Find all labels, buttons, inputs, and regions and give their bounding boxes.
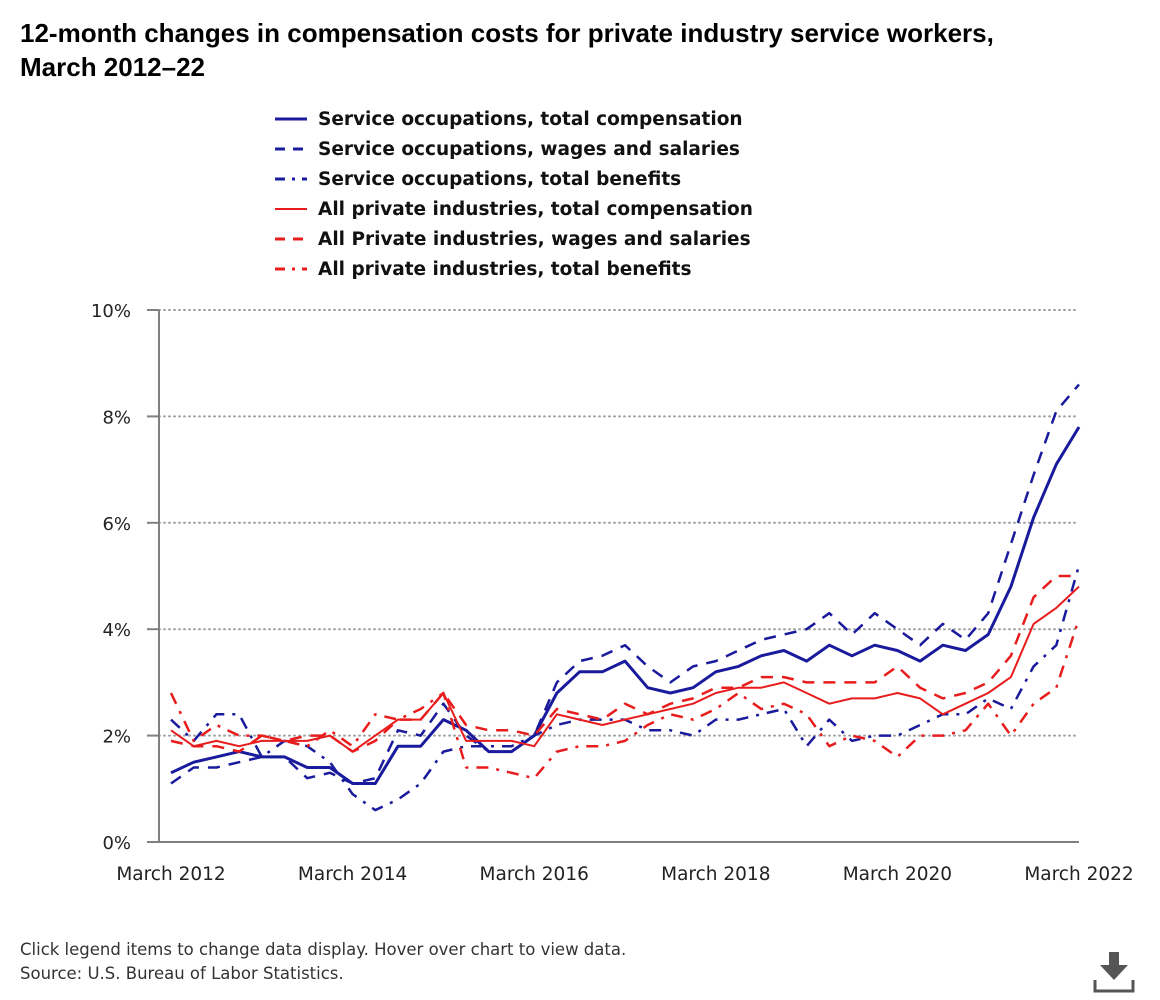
series-line-0[interactable] [170,426,1081,785]
series-line-5[interactable] [169,618,1081,780]
series-line-3[interactable] [170,585,1080,753]
y-tick-label: 10% [91,301,131,322]
legend-label: Service occupations, total benefits [318,168,682,190]
legend-swatch-dashdot-navy [275,177,307,181]
legend-item-private-benefits[interactable]: All private industries, total benefits [274,254,753,284]
legend-item-private-total-compensation[interactable]: All private industries, total compensati… [274,194,753,224]
chart-source: Source: U.S. Bureau of Labor Statistics. [20,964,344,983]
chart-footer: Click legend items to change data displa… [20,938,626,986]
line-chart[interactable]: 0% 2% 4% 6% 8% 10% March 2012 March 2014 March 2… [0,0,1160,900]
series-line-4[interactable] [170,574,1079,753]
chart-title: 12-month changes in compensation costs f… [20,18,994,82]
y-tick-label: 2% [102,727,131,748]
download-icon [1093,952,1135,993]
chart-instructions: Click legend items to change data displa… [20,940,627,959]
chart-legend: Service occupations, total compensation … [274,104,753,284]
legend-swatch-dashed-navy [275,147,307,151]
series-line-2[interactable] [170,565,1081,812]
series-line-1[interactable] [170,383,1080,785]
x-tick-label: March 2012 [116,864,225,885]
x-tick-label: March 2016 [480,864,589,885]
legend-swatch-dashed-red [275,237,307,241]
legend-label: Service occupations, wages and salaries [318,138,740,160]
y-tick-label: 6% [102,514,131,535]
x-tick-label: March 2018 [661,864,770,885]
x-tick-label: March 2020 [843,864,952,885]
legend-swatch-dashdot-red [275,267,307,271]
y-tick-label: 8% [102,407,131,428]
legend-label: All private industries, total compensati… [318,198,753,220]
legend-item-private-wages[interactable]: All Private industries, wages and salari… [274,224,753,254]
legend-item-service-benefits[interactable]: Service occupations, total benefits [274,164,753,194]
legend-swatch-solid-red [275,208,307,210]
legend-label: All Private industries, wages and salari… [318,228,751,250]
download-button[interactable] [1090,950,1138,994]
legend-item-service-total-compensation[interactable]: Service occupations, total compensation [274,104,753,134]
legend-label: All private industries, total benefits [318,258,692,280]
legend-swatch-solid-navy [275,117,307,121]
y-tick-label: 0% [102,833,131,854]
legend-label: Service occupations, total compensation [318,108,743,130]
x-tick-label: March 2014 [298,864,407,885]
y-tick-label: 4% [102,620,131,641]
legend-item-service-wages[interactable]: Service occupations, wages and salaries [274,134,753,164]
x-tick-label: March 2022 [1024,864,1133,885]
